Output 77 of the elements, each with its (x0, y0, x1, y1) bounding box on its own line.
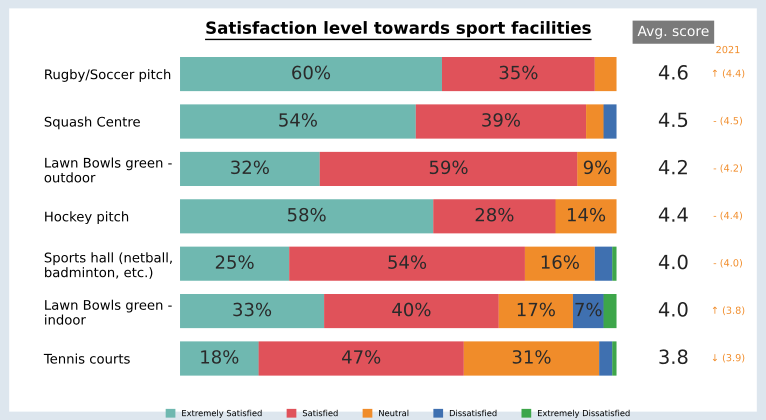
bar (604, 294, 617, 328)
data-label: 60% (292, 66, 330, 80)
text: - (4.2) (714, 164, 742, 173)
bar (180, 152, 320, 186)
data-label: 17% (518, 302, 555, 316)
legend-label: Satisfied (302, 410, 338, 416)
data-label: 9% (584, 160, 610, 174)
bar (586, 104, 604, 139)
y-tick-label: Lawn Bowls green - indoor (45, 300, 172, 325)
data-label: 33% (233, 302, 272, 316)
bar (594, 57, 617, 92)
y-tick-label: Sports hall (netball, badminton, etc.) (44, 252, 172, 279)
data-label: 31% (512, 350, 551, 364)
text: 3.8 (659, 349, 688, 364)
bar (577, 152, 617, 186)
bar (604, 104, 617, 139)
bar (594, 246, 612, 281)
bar (572, 294, 604, 328)
bar (416, 104, 586, 139)
data-label: 54% (388, 255, 426, 269)
text: 4.4 (658, 207, 688, 222)
text: - (4.4) (714, 212, 742, 220)
legend-label: Extremely Dissatisfied (538, 410, 630, 418)
text: ↑ (3.8) (712, 306, 744, 316)
data-label: 18% (201, 350, 238, 364)
data-label: 58% (288, 208, 326, 222)
bar (324, 294, 499, 328)
bar (180, 199, 434, 234)
legend-label: Extremely Satisfied (182, 410, 262, 418)
text: Avg. score (638, 26, 709, 39)
bar (599, 341, 612, 376)
bar (612, 246, 617, 281)
data-label: 40% (392, 302, 430, 316)
text: - (4.5) (714, 116, 742, 126)
bar (180, 57, 442, 92)
text: 4.5 (658, 112, 688, 128)
bar (524, 246, 595, 281)
data-label: 35% (500, 66, 538, 80)
data-label: 28% (476, 208, 514, 222)
data-label: 47% (342, 350, 380, 364)
text: 2021 (716, 46, 740, 54)
bar (442, 57, 595, 92)
y-tick-label: Rugby/Soccer pitch (45, 69, 170, 82)
y-tick-label: Hockey pitch (45, 211, 128, 224)
y-tick-label: Lawn Bowls green - outdoor (44, 158, 172, 182)
legend-label: Dissatisfied (450, 410, 496, 416)
bar (180, 294, 324, 328)
data-label: 32% (231, 160, 269, 174)
bar (258, 341, 464, 376)
bar (612, 341, 617, 376)
text: - (4.0) (714, 259, 742, 268)
text: 4.0 (658, 302, 688, 317)
y-tick-label: Squash Centre (44, 116, 140, 130)
bar (433, 199, 556, 234)
text: ↑ (4.4) (712, 69, 744, 78)
data-label: 14% (568, 208, 606, 222)
legend-label: Neutral (379, 410, 408, 416)
data-label: 16% (542, 255, 579, 269)
bar (180, 104, 416, 139)
text: ↓ (3.9) (712, 354, 744, 362)
bar (556, 199, 617, 234)
text: 4.2 (658, 160, 687, 174)
data-label: 7% (575, 302, 602, 316)
y-tick-label: Tennis courts (44, 353, 130, 364)
text: 4.0 (658, 254, 688, 270)
bar (498, 294, 573, 328)
chart-title: Satisfaction level towards sport facilities (206, 21, 591, 38)
data-label: 25% (216, 255, 254, 269)
data-label: 54% (279, 113, 317, 127)
data-label: 59% (430, 160, 468, 174)
bar (180, 246, 290, 281)
bar (180, 341, 259, 376)
data-label: 39% (482, 113, 520, 127)
text: 4.6 (658, 65, 688, 80)
bar (464, 341, 600, 376)
bar (320, 152, 578, 186)
bar (289, 246, 525, 281)
